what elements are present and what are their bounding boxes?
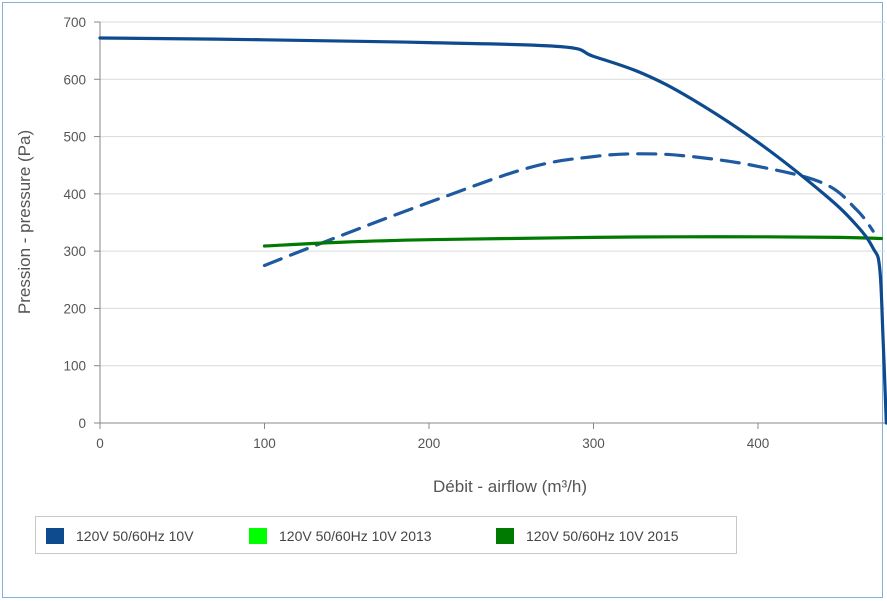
legend-item-10v[interactable]: 120V 50/60Hz 10V [46, 526, 194, 546]
series-line-2 [262, 235, 883, 248]
y-tick-label-400: 400 [63, 187, 86, 202]
legend-item-10v-2015[interactable]: 120V 50/60Hz 10V 2015 [496, 526, 679, 546]
y-axis-title: Pression - pressure (Pa) [15, 130, 34, 314]
legend-swatch-10v-2013 [249, 528, 267, 544]
legend-swatch-10v-2015 [496, 528, 514, 544]
legend-item-10v-2013[interactable]: 120V 50/60Hz 10V 2013 [249, 526, 432, 546]
chart-legend: 120V 50/60Hz 10V 120V 50/60Hz 10V 2013 1… [35, 516, 737, 554]
y-tick-label-600: 600 [63, 72, 86, 87]
y-tick-label-100: 100 [63, 359, 86, 374]
x-tick-label-300: 300 [582, 436, 605, 451]
axes [94, 21, 885, 429]
tick-labels: 0 100 200 300 400 500 600 700 0 100 200 300 400 [63, 15, 769, 451]
x-tick-label-0: 0 [96, 436, 104, 451]
grid-lines [100, 21, 885, 424]
legend-swatch-10v [46, 528, 64, 544]
legend-label-10v-2013: 120V 50/60Hz 10V 2013 [279, 528, 432, 544]
legend-label-10v: 120V 50/60Hz 10V [76, 528, 194, 544]
y-tick-label-200: 200 [63, 301, 86, 316]
y-tick-label-700: 700 [63, 15, 86, 30]
series-lines [98, 36, 887, 425]
x-tick-label-100: 100 [253, 436, 276, 451]
x-tick-label-200: 200 [418, 436, 441, 451]
x-tick-label-400: 400 [747, 436, 770, 451]
series-line-0 [98, 36, 887, 425]
y-tick-label-0: 0 [78, 416, 86, 431]
legend-label-10v-2015: 120V 50/60Hz 10V 2015 [526, 528, 679, 544]
series-line-1 [262, 152, 875, 268]
x-axis-title: Débit - airflow (m³/h) [433, 477, 587, 496]
y-tick-label-500: 500 [63, 130, 86, 145]
y-tick-label-300: 300 [63, 244, 86, 259]
